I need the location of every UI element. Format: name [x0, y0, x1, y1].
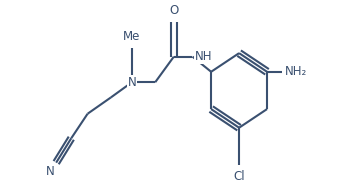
Text: NH: NH: [195, 50, 212, 63]
Text: Cl: Cl: [233, 170, 245, 183]
Text: N: N: [46, 165, 54, 177]
Text: O: O: [169, 4, 178, 17]
Text: NH₂: NH₂: [285, 65, 307, 78]
Text: Me: Me: [123, 30, 141, 43]
Text: N: N: [127, 76, 136, 89]
